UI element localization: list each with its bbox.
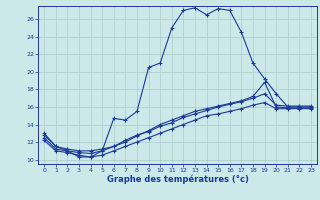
X-axis label: Graphe des températures (°c): Graphe des températures (°c) xyxy=(107,175,249,184)
